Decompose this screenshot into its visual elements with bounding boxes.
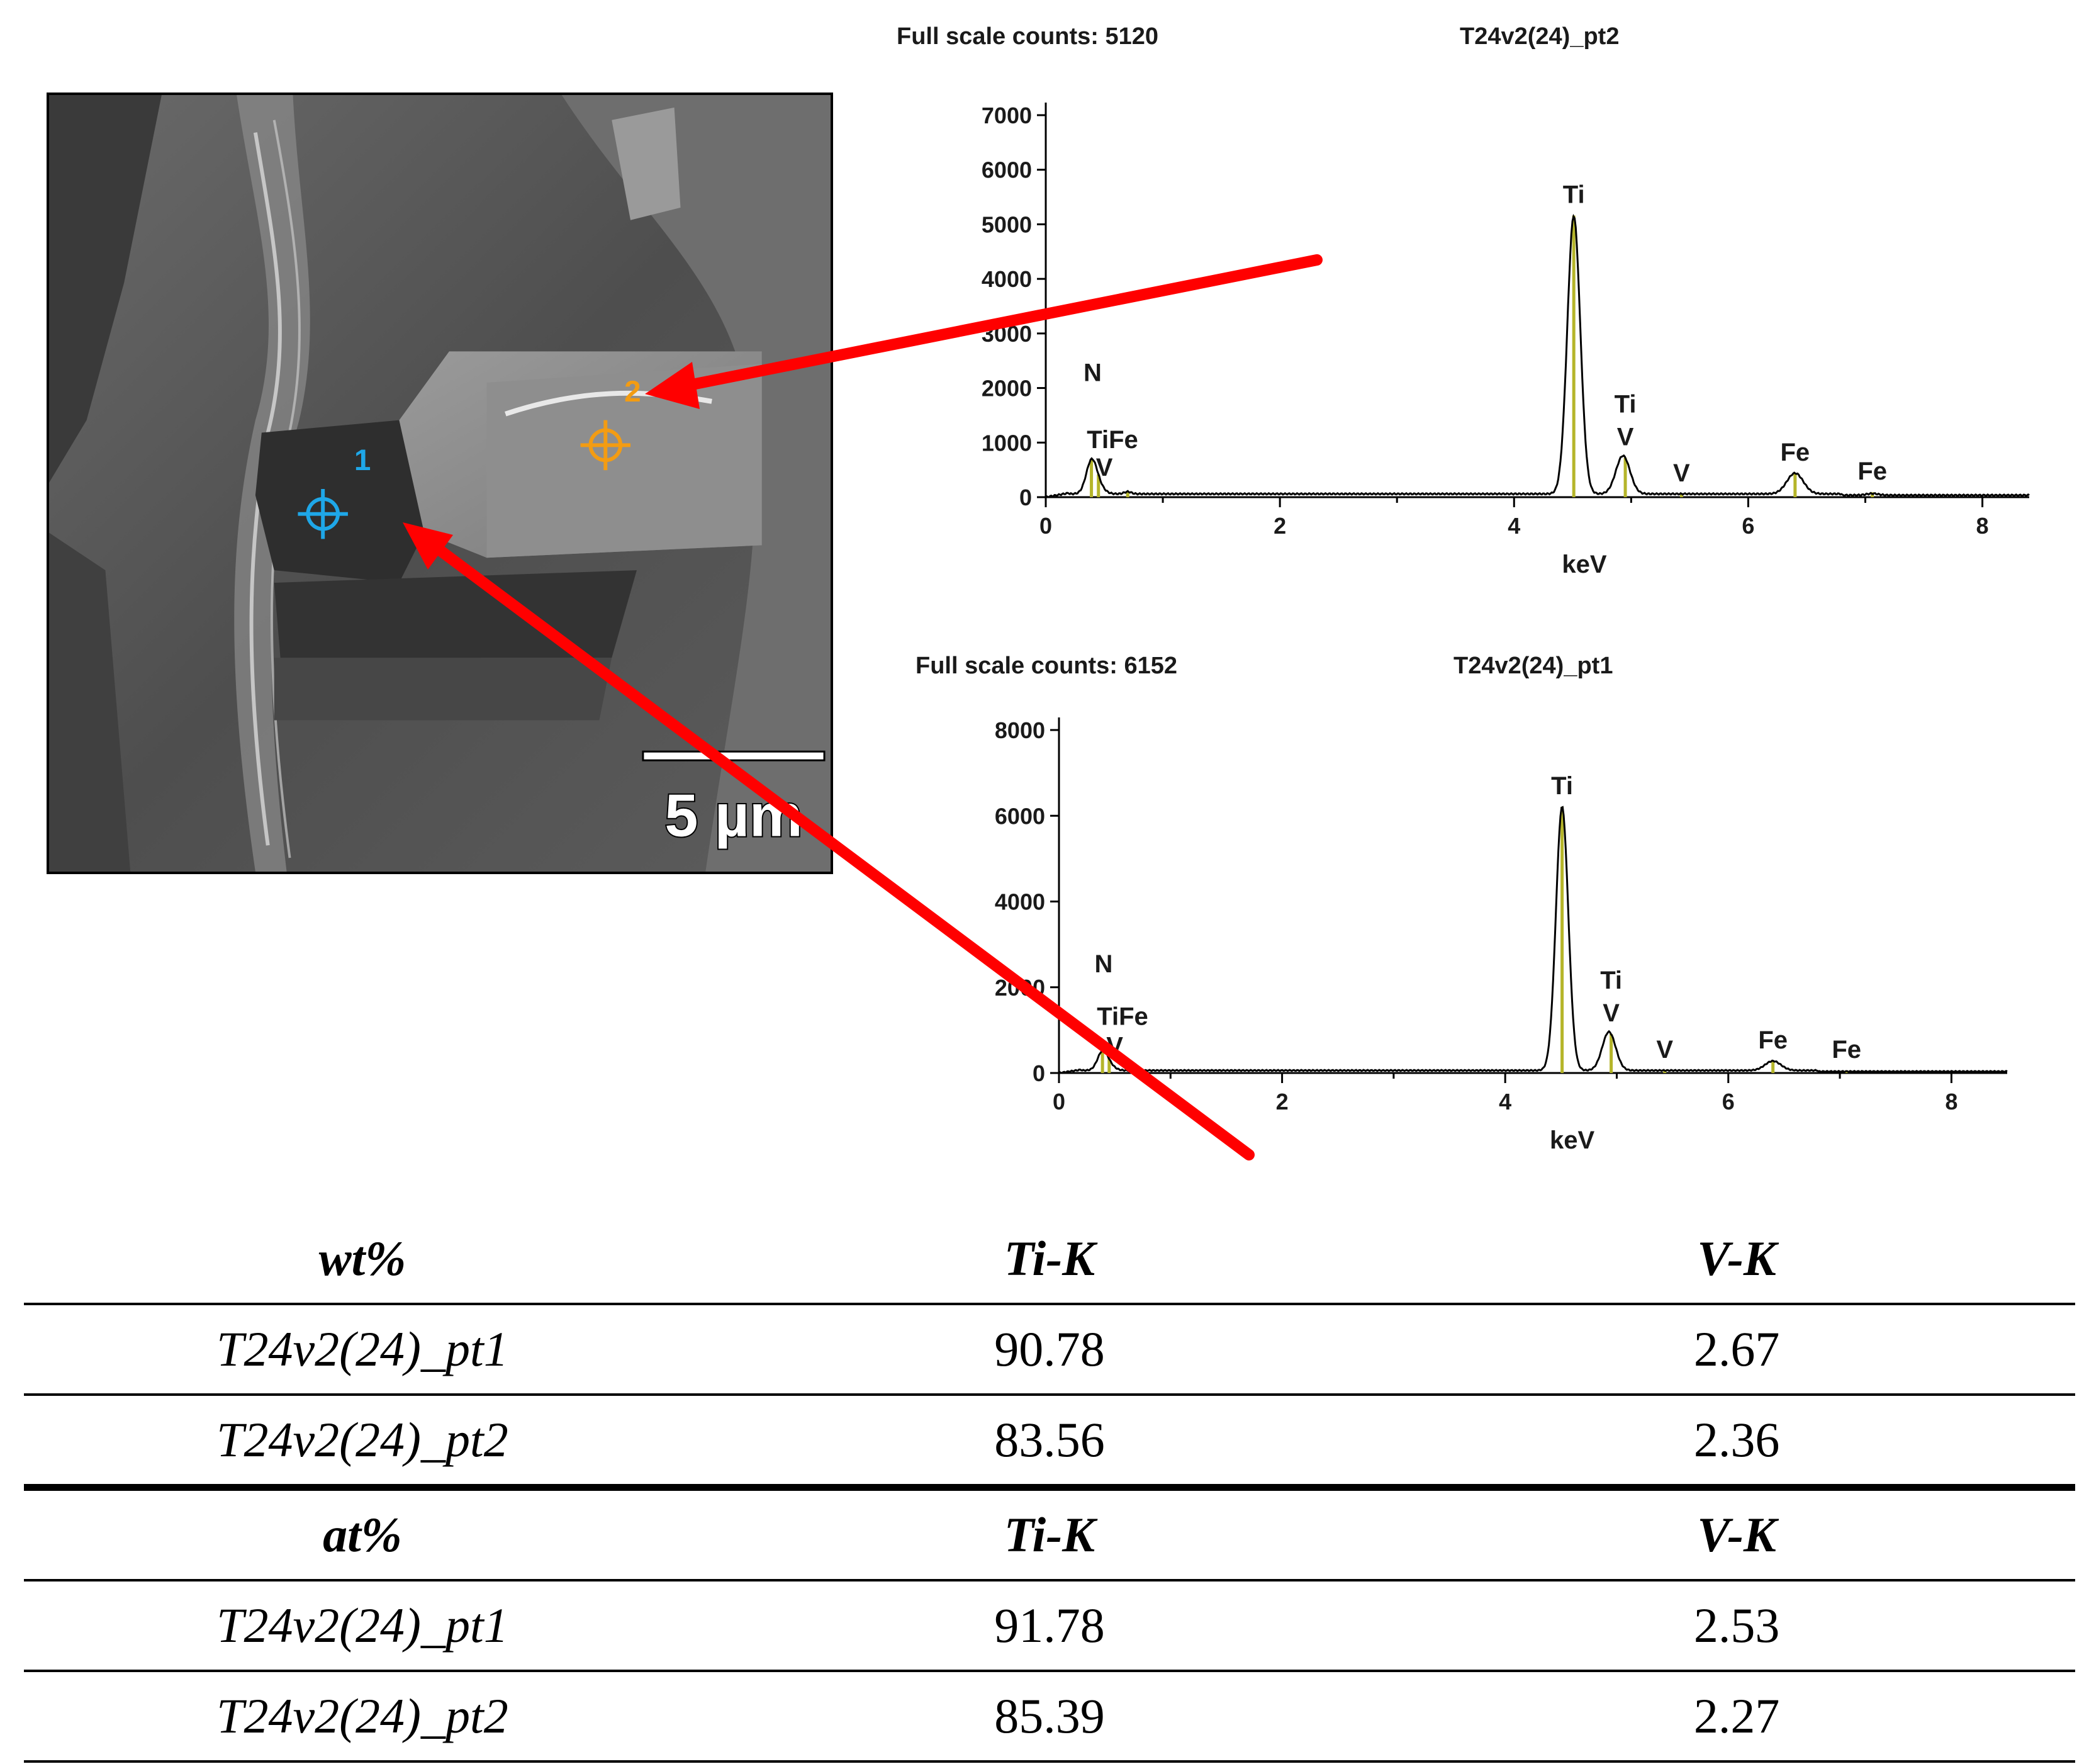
y-tick-label: 4000 xyxy=(995,889,1045,915)
table-header-row: at% Ti-K V-K xyxy=(24,1487,2075,1581)
peak-label: V xyxy=(1617,423,1634,451)
x-tick-label: 2 xyxy=(1274,513,1286,539)
x-tick-label: 8 xyxy=(1945,1089,1957,1115)
x-tick-label: 6 xyxy=(1742,513,1754,539)
table-cell: 90.78 xyxy=(700,1304,1399,1396)
peak-label: Fe xyxy=(1758,1026,1788,1054)
table-cell: 2.53 xyxy=(1398,1580,2075,1672)
table-header-cell: Ti-K xyxy=(700,1215,1399,1305)
table-header-cell: at% xyxy=(24,1487,701,1581)
peak-label: Fe xyxy=(1832,1036,1861,1064)
scale-bar xyxy=(642,750,826,761)
table-header-row: wt% Ti-K V-K xyxy=(24,1215,2075,1305)
table-cell: 2.27 xyxy=(1398,1671,2075,1763)
y-tick-label: 2000 xyxy=(982,376,1032,402)
table-cell: 85.39 xyxy=(700,1671,1399,1763)
y-tick-label: 7000 xyxy=(982,103,1032,128)
table-row: T24v2(24)_pt2 83.56 2.36 xyxy=(24,1395,2075,1491)
x-tick-label: 4 xyxy=(1499,1089,1511,1115)
peak-label: N xyxy=(1084,359,1102,386)
spectrum-plot-pt1: Full scale counts: 6152 T24v2(24)_pt1 0 2… xyxy=(916,653,2008,1154)
point-1-label: 1 xyxy=(354,444,371,477)
y-tick-label: 3000 xyxy=(982,321,1032,347)
y-tick-label: 6000 xyxy=(982,157,1032,183)
table-cell: T24v2(24)_pt1 xyxy=(24,1304,701,1396)
table-row: T24v2(24)_pt1 91.78 2.53 xyxy=(24,1580,2075,1672)
table-cell: 91.78 xyxy=(700,1580,1399,1672)
table-cell: T24v2(24)_pt2 xyxy=(24,1671,701,1763)
peak-label: Fe xyxy=(1781,439,1810,466)
table-header-cell: V-K xyxy=(1398,1487,2075,1581)
peak-label: V xyxy=(1673,459,1690,487)
x-tick-label: 0 xyxy=(1053,1089,1065,1115)
table-header-cell: Ti-K xyxy=(700,1487,1399,1581)
peak-label: V xyxy=(1106,1032,1123,1060)
table-row: T24v2(24)_pt2 85.39 2.27 xyxy=(24,1671,2075,1763)
spectrum-chart-pt1: Full scale counts: 6152 T24v2(24)_pt1 0 2… xyxy=(875,642,2089,1208)
y-tick-label: 5000 xyxy=(982,211,1032,237)
point-2-marker: 2 xyxy=(580,375,641,471)
table-row: T24v2(24)_pt1 90.78 2.67 xyxy=(24,1304,2075,1396)
peak-label: N xyxy=(1094,950,1112,978)
composition-table: wt% Ti-K V-K T24v2(24)_pt1 90.78 2.67 T2… xyxy=(24,1215,2075,1763)
y-tick-label: 0 xyxy=(1033,1060,1045,1086)
spectrum-series xyxy=(1058,806,2008,1074)
peak-label: Ti xyxy=(1551,772,1573,800)
peak-label: V xyxy=(1096,454,1113,481)
full-scale-label: Full scale counts: 6152 xyxy=(916,653,1177,679)
x-tick-label: 6 xyxy=(1722,1089,1735,1115)
spectrum-series xyxy=(1045,213,2030,498)
y-tick-label: 6000 xyxy=(995,803,1045,829)
x-axis-label: keV xyxy=(1562,551,1606,578)
spectrum-name: T24v2(24)_pt1 xyxy=(1453,653,1613,679)
full-scale-label: Full scale counts: 5120 xyxy=(897,23,1158,50)
peak-label: TiFe xyxy=(1097,1003,1148,1031)
sem-image: 5 µm 1 2 xyxy=(49,95,831,872)
table-header-cell: wt% xyxy=(24,1215,701,1305)
y-tick-label: 0 xyxy=(1019,485,1032,510)
point-2-label: 2 xyxy=(624,375,641,408)
y-tick-label: 8000 xyxy=(995,717,1045,743)
sem-micrograph: 5 µm 1 2 xyxy=(47,93,833,874)
peak-label: V xyxy=(1656,1036,1673,1064)
peak-label: TiFe xyxy=(1087,426,1138,454)
x-tick-label: 8 xyxy=(1976,513,1989,539)
x-tick-label: 2 xyxy=(1276,1089,1289,1115)
peak-label: Fe xyxy=(1857,458,1887,485)
table-cell: 2.36 xyxy=(1398,1395,2075,1491)
peak-label: V xyxy=(1603,999,1620,1027)
peak-label: Ti xyxy=(1615,390,1637,418)
spectrum-name: T24v2(24)_pt2 xyxy=(1460,23,1619,50)
peak-label: Ti xyxy=(1600,967,1622,994)
table-header-cell: V-K xyxy=(1398,1215,2075,1305)
x-tick-label: 4 xyxy=(1508,513,1520,539)
peak-label: Ti xyxy=(1563,181,1585,209)
scale-bar-label: 5 µm xyxy=(664,782,802,849)
x-axis-label: keV xyxy=(1550,1126,1594,1154)
y-tick-label: 1000 xyxy=(982,430,1032,456)
spectrum-chart-pt2: Full scale counts: 5120 T24v2(24)_pt2 0 1… xyxy=(875,13,2089,579)
table-cell: T24v2(24)_pt2 xyxy=(24,1395,701,1491)
table-cell: 2.67 xyxy=(1398,1304,2075,1396)
point-1-marker: 1 xyxy=(298,444,371,539)
spectrum-plot-pt2: Full scale counts: 5120 T24v2(24)_pt2 0 1… xyxy=(897,23,2030,578)
x-tick-label: 0 xyxy=(1039,513,1052,539)
table-cell: 83.56 xyxy=(700,1395,1399,1491)
y-tick-label: 2000 xyxy=(995,975,1045,1001)
table-cell: T24v2(24)_pt1 xyxy=(24,1580,701,1672)
y-tick-label: 4000 xyxy=(982,266,1032,292)
